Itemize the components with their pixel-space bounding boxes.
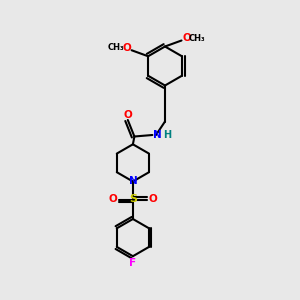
Text: O: O — [109, 194, 118, 205]
Text: CH₃: CH₃ — [189, 34, 206, 43]
Text: N: N — [128, 176, 137, 187]
Text: F: F — [129, 258, 137, 268]
Text: H: H — [163, 130, 172, 140]
Text: O: O — [148, 194, 157, 205]
Text: S: S — [129, 194, 137, 205]
Text: O: O — [123, 110, 132, 120]
Text: O: O — [182, 33, 191, 43]
Text: N: N — [153, 130, 162, 140]
Text: O: O — [122, 43, 131, 53]
Text: CH₃: CH₃ — [107, 44, 124, 52]
